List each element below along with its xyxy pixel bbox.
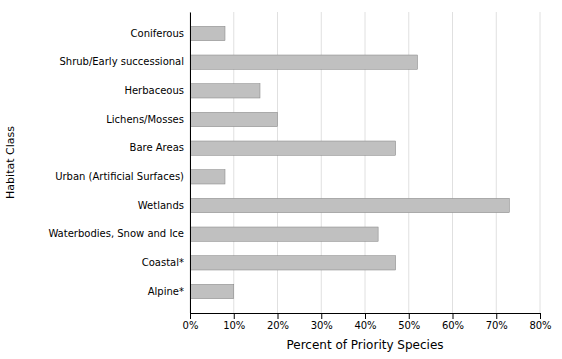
bar bbox=[190, 170, 225, 184]
x-axis: 0% 10% 20% 30% 40% 50% 60% 70% 80% bbox=[183, 313, 552, 331]
tick: 30% bbox=[311, 313, 333, 331]
tick: Lichens/Mosses bbox=[106, 114, 184, 125]
tick-label: 70% bbox=[486, 320, 508, 331]
bar bbox=[190, 284, 234, 298]
y-axis: Coniferous Shrub/Early successional Herbac… bbox=[48, 13, 190, 314]
axis-domain bbox=[191, 314, 541, 320]
tick-label: 20% bbox=[267, 320, 289, 331]
bar bbox=[190, 198, 509, 212]
tick-label: 10% bbox=[223, 320, 245, 331]
tick-mark bbox=[321, 313, 322, 319]
tick: Coastal* bbox=[142, 257, 184, 268]
tick: Shrub/Early successional bbox=[59, 56, 184, 67]
tick: 40% bbox=[354, 313, 376, 331]
tick-label: Urban (Artificial Surfaces) bbox=[55, 171, 184, 182]
tick: 20% bbox=[267, 313, 289, 331]
bar bbox=[190, 227, 378, 241]
tick-label: 30% bbox=[311, 320, 333, 331]
tick-label: 40% bbox=[354, 320, 376, 331]
tick-mark bbox=[540, 313, 541, 319]
tick: 0% bbox=[183, 313, 199, 331]
tick-mark bbox=[278, 313, 279, 319]
tick-label: Bare Areas bbox=[130, 142, 184, 153]
tick: Bare Areas bbox=[130, 142, 184, 153]
tick-mark bbox=[365, 313, 366, 319]
tick: 10% bbox=[223, 313, 245, 331]
grid-line bbox=[190, 12, 191, 313]
bar bbox=[190, 55, 418, 69]
tick-label: Shrub/Early successional bbox=[59, 56, 184, 67]
tick-label: Lichens/Mosses bbox=[106, 114, 184, 125]
tick-mark bbox=[453, 313, 454, 319]
bar bbox=[190, 84, 260, 98]
tick: 80% bbox=[529, 313, 551, 331]
tick: Herbaceous bbox=[124, 85, 184, 96]
tick: 50% bbox=[398, 313, 420, 331]
grid-line bbox=[452, 12, 453, 313]
x-axis-title: Percent of Priority Species bbox=[286, 338, 443, 352]
tick: 70% bbox=[486, 313, 508, 331]
tick-mark bbox=[234, 313, 235, 319]
tick-label: 0% bbox=[183, 320, 199, 331]
y-axis-title: Habitat Class bbox=[4, 126, 17, 199]
grid-line bbox=[496, 12, 497, 313]
bar bbox=[190, 256, 396, 270]
axis-domain bbox=[190, 13, 191, 314]
grid bbox=[190, 12, 540, 313]
tick-label: Wetlands bbox=[138, 200, 184, 211]
tick-label: Alpine* bbox=[148, 286, 184, 297]
tick: Wetlands bbox=[138, 200, 184, 211]
tick-label: 60% bbox=[442, 320, 464, 331]
tick-label: 80% bbox=[529, 320, 551, 331]
grid-line bbox=[540, 12, 541, 313]
bars bbox=[190, 26, 509, 298]
tick-label: Coastal* bbox=[142, 257, 184, 268]
tick-mark bbox=[190, 313, 191, 319]
tick: 60% bbox=[442, 313, 464, 331]
plot: 0% 10% 20% 30% 40% 50% 60% 70% 80% Coniferous Shru… bbox=[48, 12, 551, 331]
tick-label: Coniferous bbox=[131, 28, 184, 39]
tick-label: Herbaceous bbox=[124, 85, 184, 96]
bar bbox=[190, 26, 225, 40]
chart: 0% 10% 20% 30% 40% 50% 60% 70% 80% Coniferous Shru… bbox=[0, 0, 562, 359]
tick-label: 50% bbox=[398, 320, 420, 331]
tick: Urban (Artificial Surfaces) bbox=[55, 171, 184, 182]
tick-mark bbox=[496, 313, 497, 319]
tick: Coniferous bbox=[131, 28, 184, 39]
tick: Alpine* bbox=[148, 286, 184, 297]
bar bbox=[190, 141, 396, 155]
tick-label: Waterbodies, Snow and Ice bbox=[48, 228, 184, 239]
bar bbox=[190, 112, 278, 126]
tick: Waterbodies, Snow and Ice bbox=[48, 228, 184, 239]
tick-mark bbox=[409, 313, 410, 319]
